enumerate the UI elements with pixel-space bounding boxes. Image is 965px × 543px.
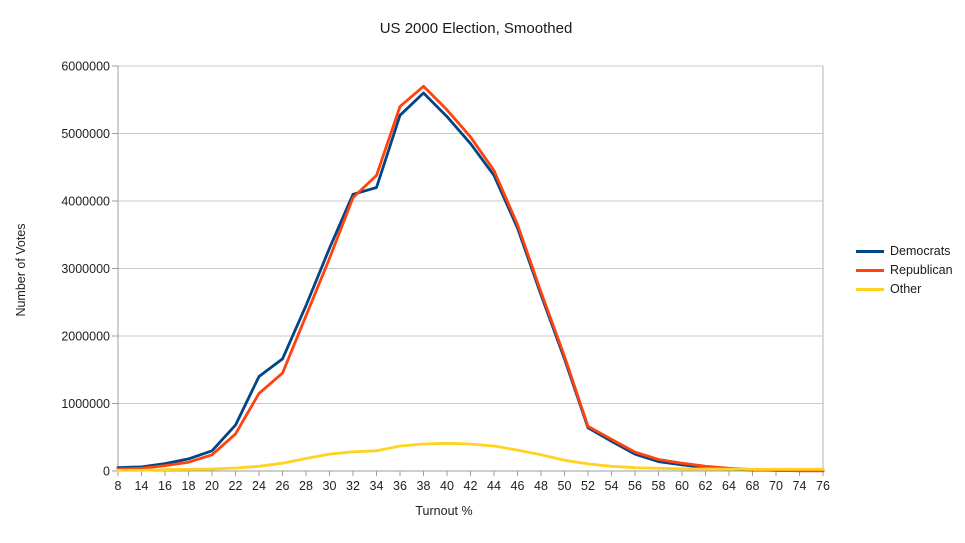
x-tick-label: 62 (699, 479, 713, 493)
x-tick-label: 64 (722, 479, 736, 493)
x-axis-title: Turnout % (415, 504, 472, 518)
x-tick-label: 42 (464, 479, 478, 493)
x-tick-label: 30 (323, 479, 337, 493)
series-line-republican (116, 84, 825, 473)
x-tick-label: 22 (229, 479, 243, 493)
y-tick-label: 2000000 (61, 330, 110, 344)
y-tick-label: 4000000 (61, 195, 110, 209)
x-tick-label: 36 (393, 479, 407, 493)
series-line-democrats (116, 91, 825, 473)
x-tick-label: 44 (487, 479, 501, 493)
legend-item-democrats: Democrats (856, 244, 953, 258)
x-tick-label: 76 (816, 479, 830, 493)
legend-label-republican: Republican (890, 263, 953, 277)
chart-title: US 2000 Election, Smoothed (379, 20, 573, 37)
x-tick-label: 68 (746, 479, 760, 493)
x-tick-label: 54 (605, 479, 619, 493)
x-tick-label: 20 (205, 479, 219, 493)
x-tick-label: 34 (370, 479, 384, 493)
x-tick-label: 24 (252, 479, 266, 493)
y-axis-title: Number of Votes (14, 223, 28, 316)
legend: Democrats Republican Other (856, 244, 953, 296)
y-tick-label: 5000000 (61, 127, 110, 141)
x-tick-label: 50 (558, 479, 572, 493)
x-tick-label: 56 (628, 479, 642, 493)
y-tick-label: 3000000 (61, 262, 110, 276)
x-tick-label: 16 (158, 479, 172, 493)
x-tick-label: 28 (299, 479, 313, 493)
other-line-swatch (856, 287, 884, 291)
x-tick-label: 8 (115, 479, 122, 493)
x-tick-label: 52 (581, 479, 595, 493)
x-tick-label: 32 (346, 479, 360, 493)
legend-item-republican: Republican (856, 263, 953, 277)
legend-label-other: Other (890, 282, 922, 296)
legend-label-democrats: Democrats (890, 244, 951, 258)
x-tick-label: 38 (417, 479, 431, 493)
x-tick-label: 14 (135, 479, 149, 493)
y-tick-label: 1000000 (61, 397, 110, 411)
x-tick-label: 60 (675, 479, 689, 493)
x-tick-label: 58 (652, 479, 666, 493)
x-tick-label: 48 (534, 479, 548, 493)
legend-item-other: Other (856, 282, 953, 296)
y-tick-label: 0 (103, 465, 110, 479)
x-tick-label: 26 (276, 479, 290, 493)
x-tick-label: 40 (440, 479, 454, 493)
democrats-line-swatch (856, 249, 884, 253)
series-line-other (116, 441, 825, 472)
x-tick-label: 18 (182, 479, 196, 493)
republican-line-swatch (856, 268, 884, 272)
x-tick-label: 74 (793, 479, 807, 493)
y-tick-label: 6000000 (61, 60, 110, 74)
x-tick-label: 70 (769, 479, 783, 493)
x-tick-label: 46 (511, 479, 525, 493)
